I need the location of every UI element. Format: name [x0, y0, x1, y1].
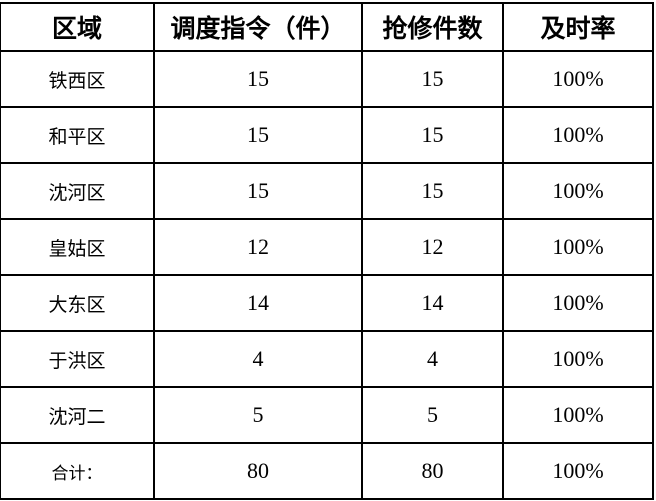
total-repairs: 80	[361, 442, 504, 500]
total-region: 合计：	[0, 442, 155, 500]
cell-region: 和平区	[0, 106, 155, 164]
cell-region: 铁西区	[0, 50, 155, 108]
cell-rate: 100%	[502, 218, 654, 276]
cell-repairs: 4	[361, 330, 504, 388]
table-row: 皇姑区 12 12 100%	[0, 218, 654, 276]
cell-dispatch: 15	[153, 162, 363, 220]
header-region: 区域	[0, 2, 155, 52]
table-row: 沈河区 15 15 100%	[0, 162, 654, 220]
cell-dispatch: 4	[153, 330, 363, 388]
cell-dispatch: 14	[153, 274, 363, 332]
cell-repairs: 5	[361, 386, 504, 444]
cell-repairs: 14	[361, 274, 504, 332]
total-dispatch: 80	[153, 442, 363, 500]
cell-rate: 100%	[502, 330, 654, 388]
header-rate: 及时率	[502, 2, 654, 52]
table-row: 沈河二 5 5 100%	[0, 386, 654, 444]
cell-region: 于洪区	[0, 330, 155, 388]
cell-dispatch: 15	[153, 50, 363, 108]
cell-dispatch: 12	[153, 218, 363, 276]
cell-repairs: 15	[361, 50, 504, 108]
table-row: 和平区 15 15 100%	[0, 106, 654, 164]
cell-repairs: 15	[361, 162, 504, 220]
total-row: 合计： 80 80 100%	[0, 442, 654, 500]
cell-dispatch: 15	[153, 106, 363, 164]
cell-repairs: 15	[361, 106, 504, 164]
cell-rate: 100%	[502, 162, 654, 220]
table-row: 于洪区 4 4 100%	[0, 330, 654, 388]
table-row: 大东区 14 14 100%	[0, 274, 654, 332]
cell-dispatch: 5	[153, 386, 363, 444]
header-repairs: 抢修件数	[361, 2, 504, 52]
cell-region: 沈河区	[0, 162, 155, 220]
header-dispatch: 调度指令（件）	[153, 2, 363, 52]
total-rate: 100%	[502, 442, 654, 500]
cell-rate: 100%	[502, 274, 654, 332]
cell-region: 沈河二	[0, 386, 155, 444]
cell-rate: 100%	[502, 106, 654, 164]
cell-rate: 100%	[502, 50, 654, 108]
cell-repairs: 12	[361, 218, 504, 276]
cell-region: 大东区	[0, 274, 155, 332]
table-row: 铁西区 15 15 100%	[0, 50, 654, 108]
cell-region: 皇姑区	[0, 218, 155, 276]
header-row: 区域 调度指令（件） 抢修件数 及时率	[0, 2, 654, 52]
cell-rate: 100%	[502, 386, 654, 444]
